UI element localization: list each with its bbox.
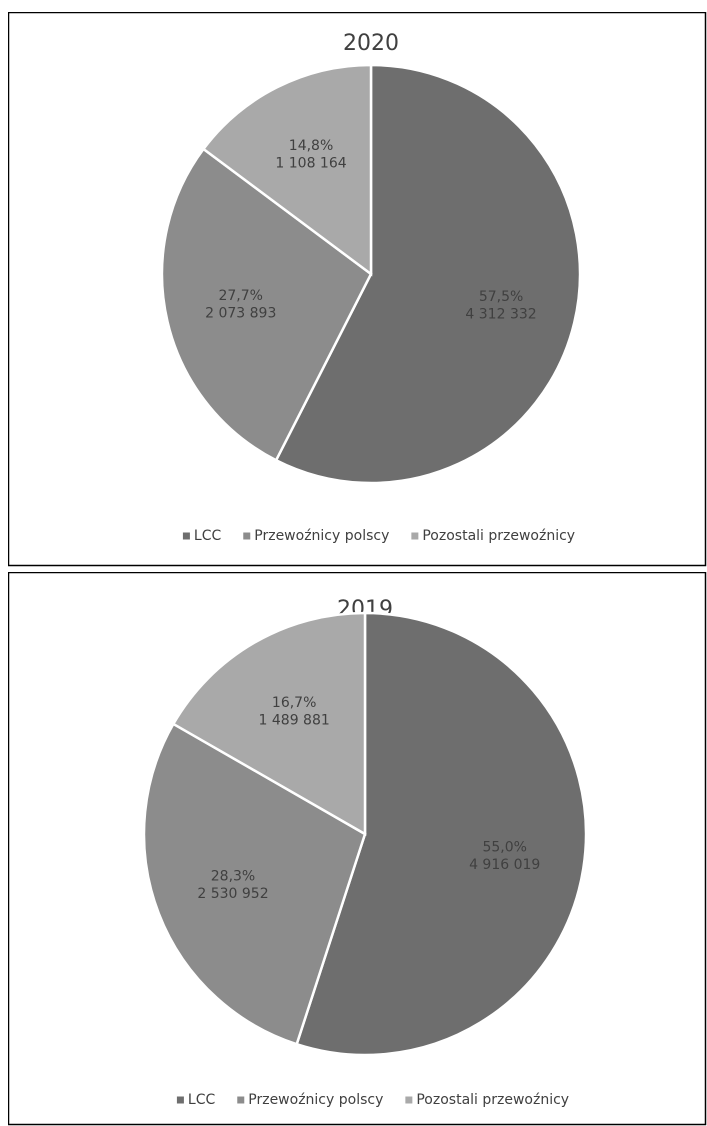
legend-label: Pozostali przewoźnicy xyxy=(416,1092,569,1108)
data-label: 16,7% 1 489 881 xyxy=(259,695,330,729)
data-label: 57,5% 4 312 332 xyxy=(465,289,536,323)
legend-label: LCC xyxy=(188,1092,216,1108)
legend-marker xyxy=(405,1096,413,1104)
count-label: 1 108 164 xyxy=(275,156,346,172)
pie-slice xyxy=(171,611,367,837)
data-label: 27,7% 2 073 893 xyxy=(205,288,276,322)
data-label: 28,3% 2 530 952 xyxy=(197,868,268,902)
pie-slice xyxy=(274,63,582,485)
count-label: 2 073 893 xyxy=(205,306,276,322)
pie-slice xyxy=(160,147,373,462)
percent-label: 28,3% xyxy=(211,868,255,884)
pie-slice xyxy=(201,63,373,277)
count-label: 1 489 881 xyxy=(259,713,330,729)
legend-label: Przewoźnicy polscy xyxy=(254,528,389,544)
legend-marker xyxy=(243,532,251,540)
data-label: 55,0% 4 916 019 xyxy=(469,840,540,874)
chart-title: 2020 xyxy=(343,31,399,56)
count-label: 4 916 019 xyxy=(469,857,540,873)
legend-marker xyxy=(237,1096,245,1104)
percent-label: 27,7% xyxy=(218,288,262,304)
percent-label: 16,7% xyxy=(272,695,316,711)
legend-marker xyxy=(182,532,190,540)
count-label: 2 530 952 xyxy=(197,886,268,902)
legend-label: Przewoźnicy polscy xyxy=(248,1092,383,1108)
percent-label: 55,0% xyxy=(482,840,526,856)
legend-label: LCC xyxy=(194,528,222,544)
percent-label: 14,8% xyxy=(289,138,333,154)
count-label: 4 312 332 xyxy=(465,306,536,322)
chart: 2020 57,5% 4 312 332 27,7% 2 073 893 14,8% 1 1… xyxy=(8,12,707,567)
legend-label: Pozostali przewoźnicy xyxy=(422,528,575,544)
data-label: 14,8% 1 108 164 xyxy=(275,138,346,172)
legend-marker xyxy=(411,532,419,540)
percent-label: 57,5% xyxy=(479,289,523,305)
legend-marker xyxy=(176,1096,184,1104)
pie-slice xyxy=(295,611,588,1057)
pie-slice xyxy=(142,722,367,1046)
